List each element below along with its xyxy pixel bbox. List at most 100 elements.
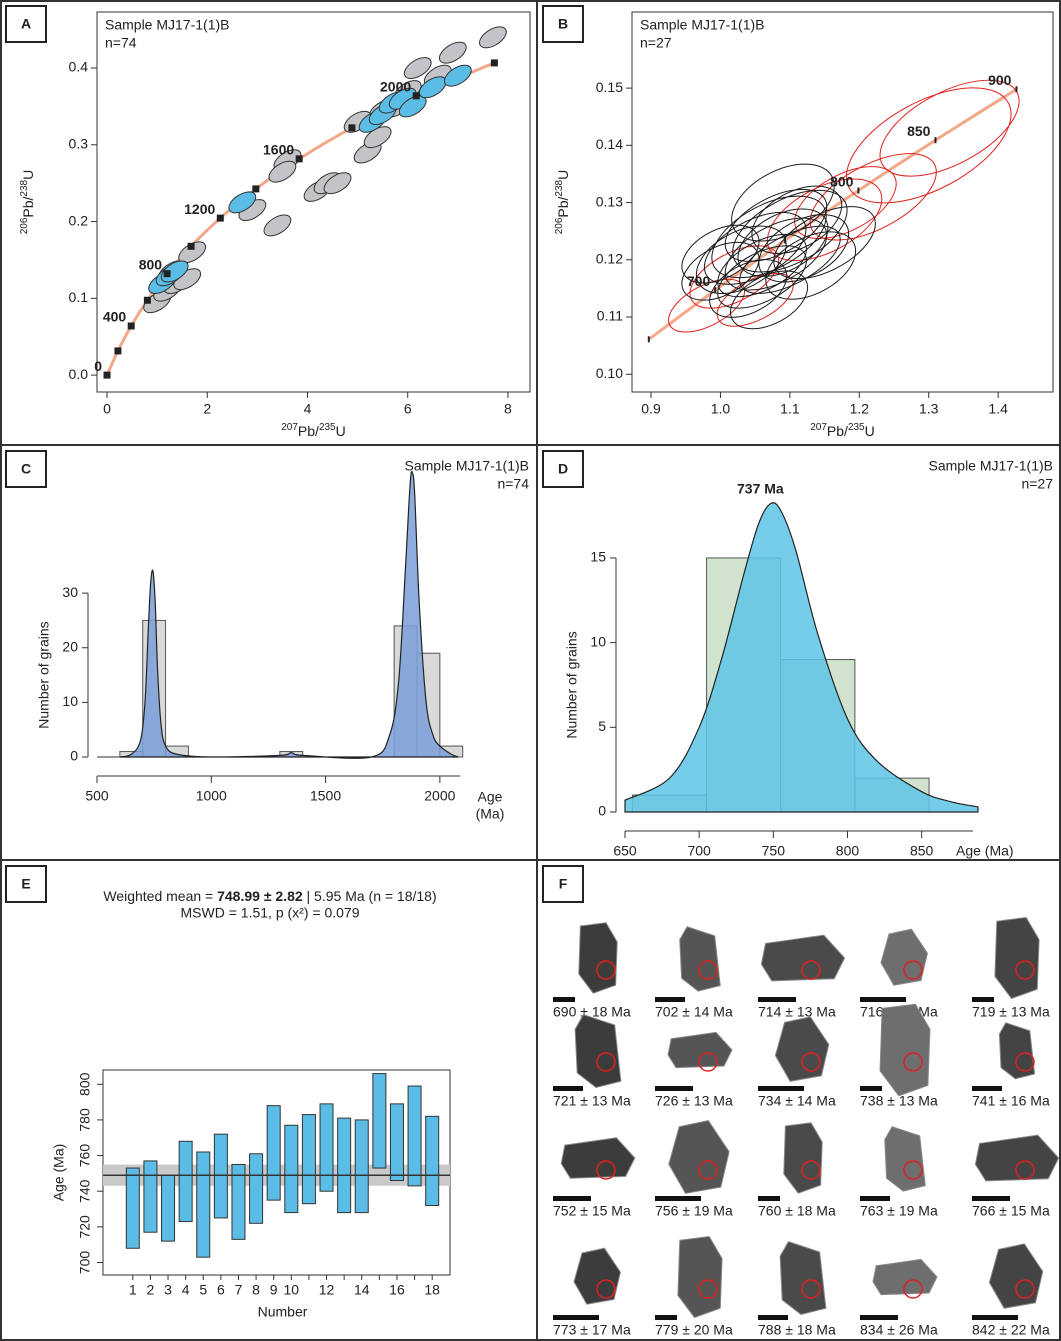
range-bar (337, 1117, 352, 1214)
age-label: 900 (988, 72, 1012, 88)
zircon-grain (578, 922, 618, 994)
scale-bar (758, 1315, 788, 1320)
scale-bar (860, 997, 906, 1002)
range-bar (249, 1153, 264, 1224)
x-tick-label: 2000 (424, 788, 455, 804)
axis-label-part: 206 (19, 217, 30, 234)
range-bar (425, 1115, 440, 1206)
data-ellipse (443, 64, 472, 87)
chart-title-part: 748.99 ± 2.82 (217, 888, 303, 904)
axis-label-part: 235 (319, 422, 336, 433)
grain-age-caption: 842 ± 22 Ma (972, 1322, 1050, 1338)
grain-age-caption: 741 ± 16 Ma (972, 1093, 1050, 1109)
analysis-spot (801, 1160, 821, 1180)
axis-label-part: Pb/ (827, 423, 848, 439)
y-tick-label: 0.0 (69, 366, 89, 382)
y-tick-label: 0.1 (69, 289, 89, 305)
y-tick-label: 0.2 (69, 212, 89, 228)
data-ellipse (765, 231, 857, 300)
analysis-spot (801, 1279, 821, 1299)
scale-bar (758, 997, 796, 1002)
age-marker (127, 322, 135, 330)
y-tick-label: 0.3 (69, 136, 89, 152)
panel-letter: B (558, 16, 568, 32)
x-tick-label: 1.3 (919, 401, 939, 417)
grain-age-caption: 726 ± 13 Ma (655, 1093, 733, 1109)
data-ellipse (479, 26, 507, 49)
zircon-grain (668, 1119, 730, 1194)
y-tick-label: 10 (590, 633, 606, 649)
analysis-spot (596, 1160, 616, 1180)
axis-label: 206Pb/238U (554, 170, 571, 235)
data-ellipse (730, 270, 809, 330)
axis-label-part: U (555, 170, 571, 180)
range-bar (231, 1163, 246, 1240)
analysis-spot (903, 1279, 923, 1299)
axis-label-part: U (865, 423, 875, 439)
x-axis-label: (Ma) (476, 806, 505, 822)
age-marker (348, 124, 356, 132)
range-bar (301, 1114, 316, 1205)
y-tick-label: 5 (598, 718, 606, 734)
y-tick-label: 0.11 (597, 308, 623, 324)
grain-age-caption: 702 ± 14 Ma (655, 1004, 733, 1020)
axis-label-part: Pb/ (20, 196, 36, 217)
zircon-grain (880, 928, 928, 986)
zircon-grain (760, 934, 846, 982)
peak-label: 737 Ma (737, 480, 784, 496)
grain-age-caption: 690 ± 18 Ma (553, 1004, 631, 1020)
zircon-grain (998, 1022, 1036, 1080)
x-tick-label: 1500 (310, 788, 341, 804)
grain-age-caption: 760 ± 18 Ma (758, 1203, 836, 1219)
chart-title-part: Weighted mean = (103, 888, 217, 904)
analysis-spot (903, 960, 923, 980)
analysis-spot (596, 1052, 616, 1072)
axis-label-part: 207 (810, 422, 827, 433)
range-bar (161, 1174, 176, 1242)
axis-label: 207Pb/235U (810, 422, 875, 439)
panel-letter-box (542, 865, 584, 903)
age-label: 1200 (184, 201, 215, 217)
panel-letter: F (559, 876, 568, 892)
y-tick-label: 0.13 (596, 193, 623, 209)
age-marker (252, 185, 260, 193)
data-ellipse (773, 206, 876, 280)
analysis-spot (698, 960, 718, 980)
data-ellipse (668, 278, 746, 333)
zircon-grain (574, 1014, 622, 1088)
analysis-spot (1015, 1052, 1035, 1072)
age-marker (143, 296, 151, 304)
range-bar (389, 1103, 404, 1182)
scale-bar (860, 1196, 890, 1201)
axis-label-part: U (336, 423, 346, 439)
zircon-grain (779, 1241, 827, 1315)
y-tick-label: 0 (598, 803, 606, 819)
chart-subtitle: n=27 (1021, 476, 1053, 492)
range-bar (284, 1124, 299, 1214)
y-tick-label: 720 (77, 1215, 93, 1239)
age-label: 2000 (380, 79, 411, 95)
x-tick-label: 1.1 (780, 401, 800, 417)
y-axis-label: Number of grains (36, 621, 52, 728)
x-tick-label: 1.0 (711, 401, 731, 417)
scale-bar (655, 1196, 701, 1201)
grain-age-caption: 752 ± 15 Ma (553, 1203, 631, 1219)
age-marker (163, 270, 171, 278)
grain-age-caption: 714 ± 13 Ma (758, 1004, 836, 1020)
x-tick-label: 8 (504, 401, 512, 417)
age-label: 800 (830, 173, 854, 189)
chart-title: Sample MJ17-1(1)B (405, 458, 530, 474)
x-tick-label: 2 (147, 1282, 155, 1298)
x-tick-label: 700 (687, 843, 711, 859)
data-ellipse (731, 163, 835, 242)
scale-bar (860, 1086, 882, 1091)
x-tick-label: 1.4 (988, 401, 1008, 417)
age-marker (412, 92, 420, 100)
panel-letter: A (21, 16, 31, 32)
grain-age-caption: 756 ± 19 Ma (655, 1203, 733, 1219)
axis-label-part: 235 (848, 422, 865, 433)
axis-label: 207Pb/235U (281, 422, 346, 439)
y-tick-label: 700 (77, 1251, 93, 1275)
data-ellipse (717, 233, 807, 298)
range-bar (125, 1167, 140, 1249)
